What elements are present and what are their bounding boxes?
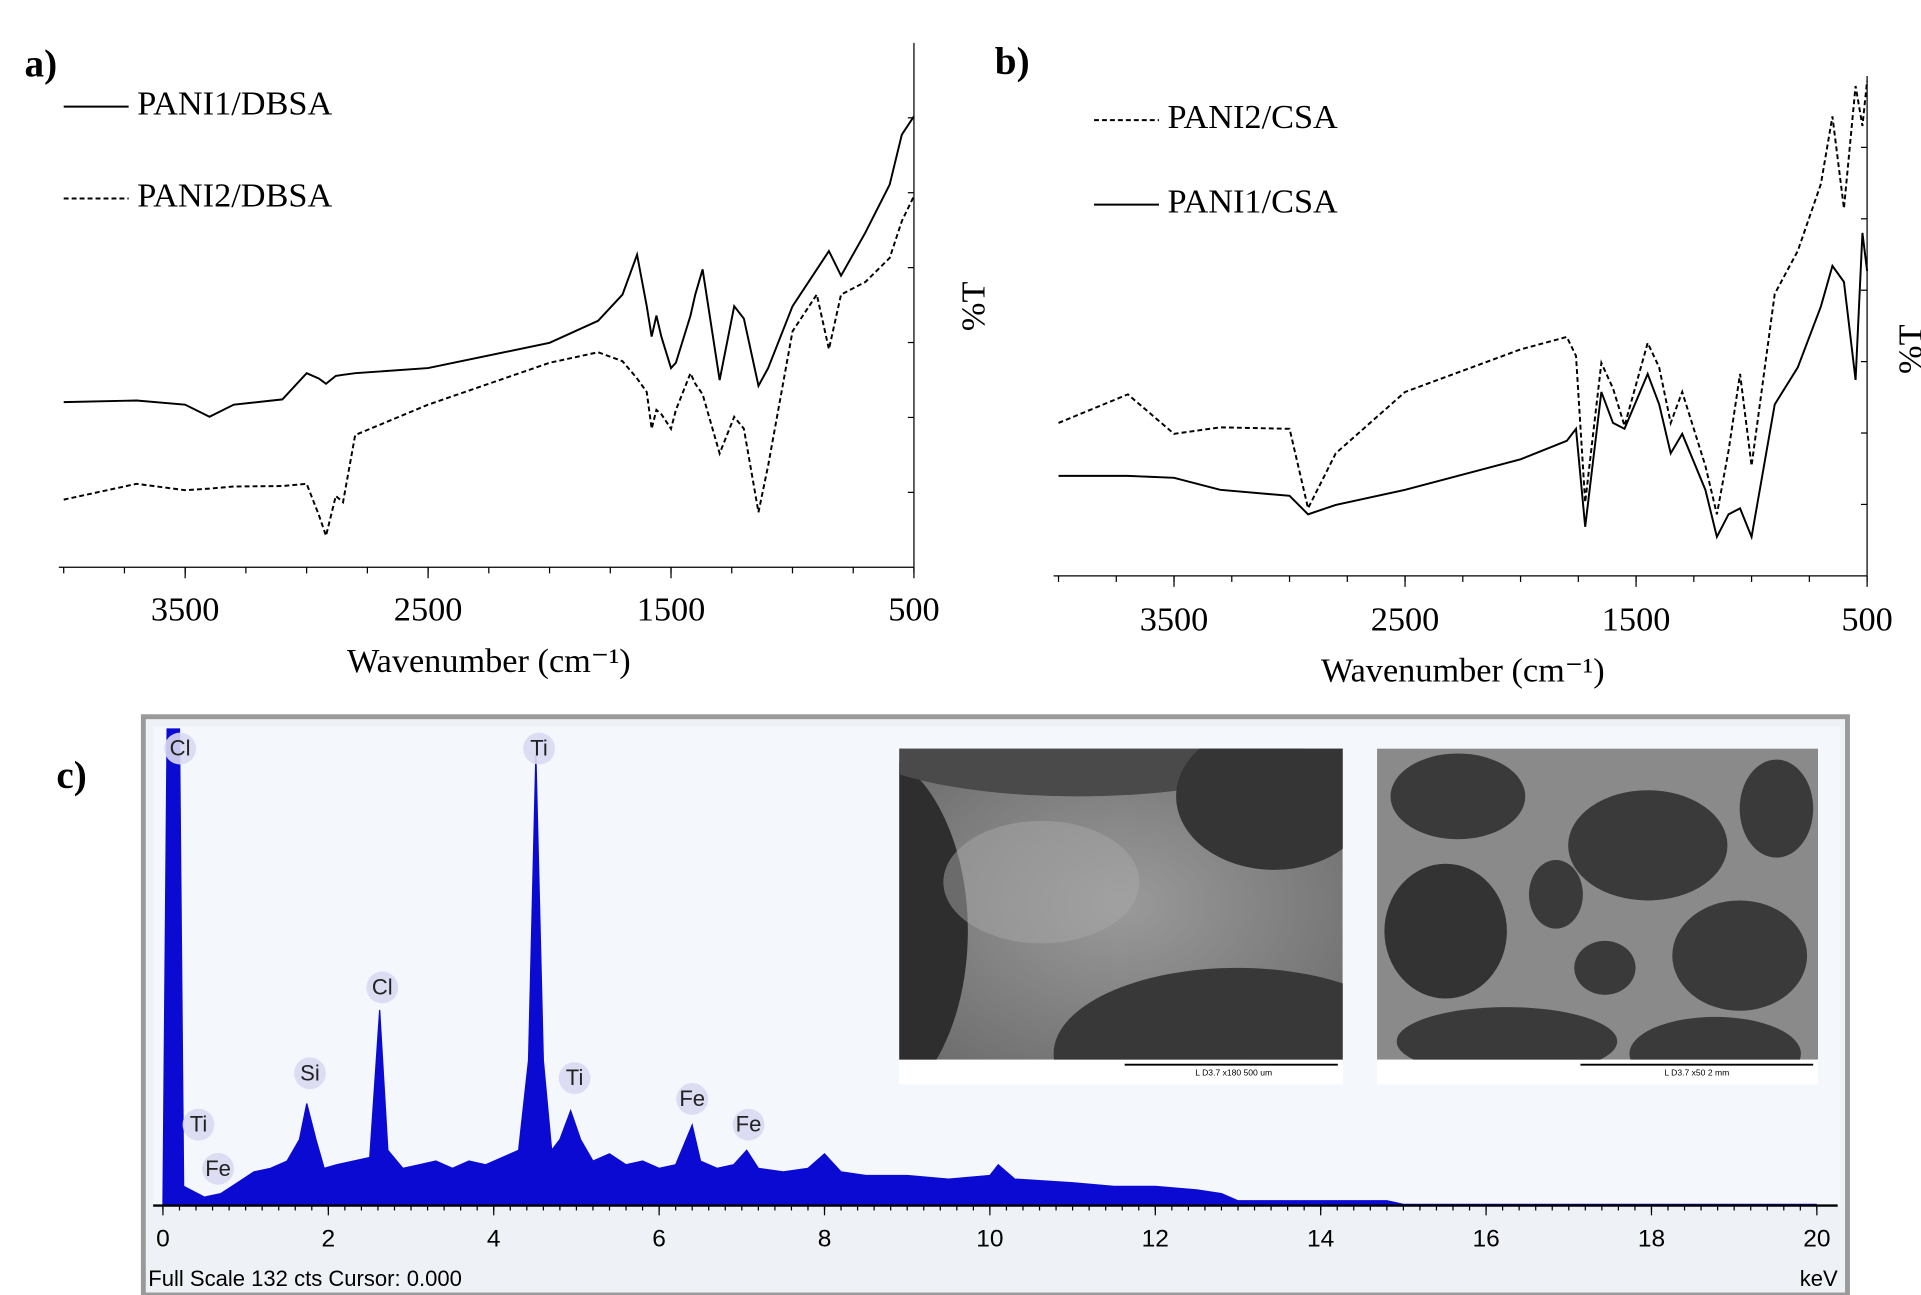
- peak-label-bg: [732, 1108, 765, 1141]
- x-tick-label: 1500: [637, 590, 706, 628]
- peak-label: Cl: [372, 975, 393, 1000]
- peak-label-bg: [294, 1057, 326, 1090]
- sem-caption: L D3.7 x180 500 um: [1195, 1067, 1272, 1077]
- x-tick-label: 2500: [394, 590, 463, 628]
- sem-image: [1377, 748, 1819, 1060]
- x-tick-label: 3500: [151, 590, 220, 628]
- x-tick-label: 3500: [1140, 600, 1209, 638]
- peak-label: Cl: [170, 736, 191, 761]
- x-tick-label: 2: [322, 1225, 336, 1252]
- x-tick-label: 20: [1803, 1225, 1830, 1252]
- peak-label: Ti: [190, 1112, 208, 1137]
- x-unit: keV: [1800, 1266, 1838, 1291]
- peak-label-bg: [202, 1152, 234, 1185]
- x-tick-label: 14: [1307, 1225, 1334, 1252]
- y-axis-label: %T: [1892, 324, 1921, 374]
- spectrum-area: [162, 728, 1817, 1205]
- y-axis-label: %T: [954, 281, 992, 331]
- peak-label: Ti: [530, 736, 548, 761]
- legend-label: PANI2/CSA: [1168, 98, 1339, 136]
- x-tick-label: 500: [1841, 600, 1892, 638]
- footer: Full Scale 132 cts Cursor: 0.000: [148, 1266, 462, 1291]
- legend-label: PANI1/DBSA: [137, 84, 332, 122]
- x-tick-label: 18: [1638, 1225, 1665, 1252]
- panel-label: a): [25, 42, 58, 85]
- spectrum-line: [1058, 232, 1869, 541]
- legend-label: PANI2/DBSA: [137, 176, 332, 214]
- x-tick-label: 500: [888, 590, 939, 628]
- peak-label-bg: [366, 971, 399, 1004]
- peak-label: Fe: [205, 1156, 231, 1181]
- x-tick-label: 12: [1142, 1225, 1169, 1252]
- sem-image: [899, 748, 1343, 1060]
- legend-label: PANI1/CSA: [1168, 182, 1339, 220]
- x-axis-label: Wavenumber (cm⁻¹): [347, 642, 631, 680]
- peak-label-bg: [182, 1108, 215, 1141]
- sem-caption: L D3.7 x50 2 mm: [1664, 1067, 1729, 1077]
- peak-label: Ti: [566, 1065, 584, 1090]
- peak-label-bg: [558, 1062, 591, 1095]
- panel-label: c): [56, 754, 86, 797]
- x-tick-label: 0: [156, 1225, 170, 1252]
- peak-label-bg: [523, 732, 555, 765]
- sem-caption-bg: [899, 1059, 1343, 1085]
- peak-label: Fe: [679, 1086, 705, 1111]
- peak-label-bg: [676, 1083, 709, 1115]
- x-tick-label: 16: [1472, 1225, 1499, 1252]
- spectrum-line: [63, 195, 915, 540]
- x-axis-label: Wavenumber (cm⁻¹): [1321, 652, 1605, 690]
- panel-label: b): [995, 40, 1030, 83]
- spectrum-line: [63, 115, 915, 418]
- x-tick-label: 4: [487, 1225, 501, 1252]
- spectrum-line: [1058, 80, 1869, 515]
- peak-label-bg: [164, 732, 197, 765]
- x-tick-label: 10: [976, 1225, 1003, 1252]
- x-tick-label: 8: [818, 1225, 832, 1252]
- x-tick-label: 6: [652, 1225, 666, 1252]
- x-tick-label: 2500: [1371, 600, 1440, 638]
- peak-label: Si: [300, 1060, 320, 1085]
- sem-caption-bg: [1377, 1059, 1819, 1085]
- x-tick-label: 1500: [1602, 600, 1671, 638]
- peak-label: Fe: [736, 1112, 762, 1137]
